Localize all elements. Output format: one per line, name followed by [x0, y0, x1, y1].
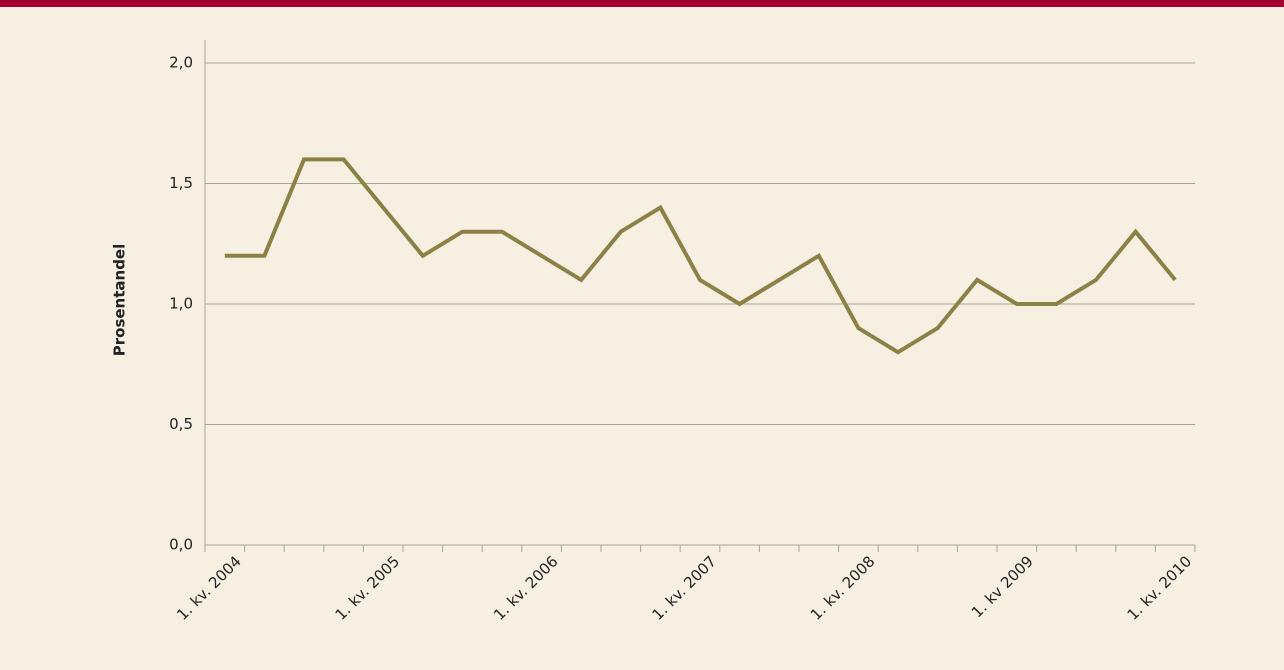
line-series [224, 157, 1177, 355]
y-tick-label: 2,0 [169, 54, 193, 72]
y-tick-label: 0,0 [169, 536, 193, 554]
y-tick-label: 0,5 [169, 415, 193, 433]
top-bar [0, 0, 1284, 7]
y-tick-label: 1,5 [169, 174, 193, 192]
y-tick-label: 1,0 [169, 295, 193, 313]
y-axis-label: Prosentandel [111, 244, 129, 357]
